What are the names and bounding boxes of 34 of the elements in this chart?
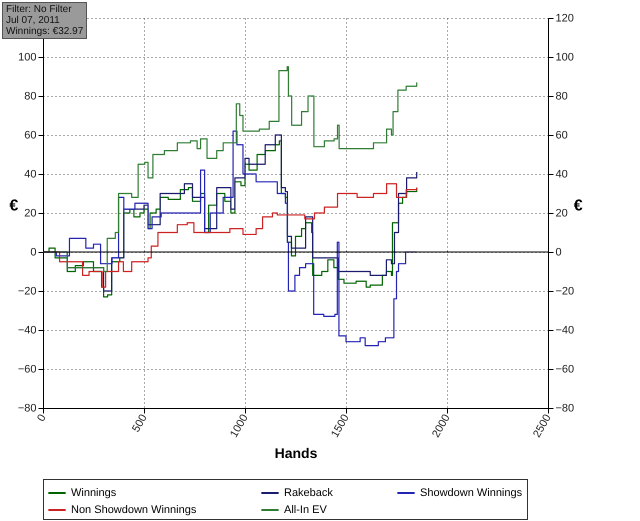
y2-tick-label: 0 (556, 246, 562, 258)
y-tick-label: 60 (24, 130, 36, 142)
y-tick-label: −20 (18, 286, 36, 298)
y-tick-label: −60 (18, 364, 36, 376)
text: Filter: No Filter (6, 4, 73, 15)
y2-tick-label: −20 (556, 286, 574, 298)
x-tick-label: 0 (35, 412, 49, 424)
y2-axis-title: € (574, 198, 583, 214)
legend-label: Winnings (71, 487, 117, 499)
annotation: Winnings: €32.97 (6, 26, 84, 37)
y2-tick-label: 100 (556, 52, 574, 64)
y2-tick-label: 40 (556, 168, 568, 180)
y2-tick-label: 80 (556, 90, 568, 102)
y2-tick-label: 120 (556, 12, 574, 24)
legend-label: All-In EV (284, 504, 328, 516)
y-tick-label: 0 (30, 246, 36, 258)
y2-tick-label: −80 (556, 402, 574, 414)
legend-label: Showdown Winnings (420, 487, 523, 499)
annotation: Jul 07, 2011 (6, 15, 61, 26)
y-axis-title: € (9, 198, 18, 214)
y-tick-label: 100 (18, 52, 36, 64)
x-tick-label: 500 (130, 412, 150, 434)
y-tick-label: −80 (18, 402, 36, 414)
y-tick-label: 40 (24, 168, 36, 180)
legend-label: Rakeback (284, 487, 334, 499)
y2-tick-label: 20 (556, 208, 568, 220)
y2-tick-label: −60 (556, 364, 574, 376)
y-tick-label: −40 (18, 324, 36, 336)
y2-tick-label: 60 (556, 130, 568, 142)
x-axis-title: Hands (274, 445, 318, 462)
y-tick-label: 20 (24, 208, 36, 220)
legend-label: Non Showdown Winnings (71, 504, 197, 516)
y-tick-label: 80 (24, 90, 36, 102)
y2-tick-label: −40 (556, 324, 574, 336)
